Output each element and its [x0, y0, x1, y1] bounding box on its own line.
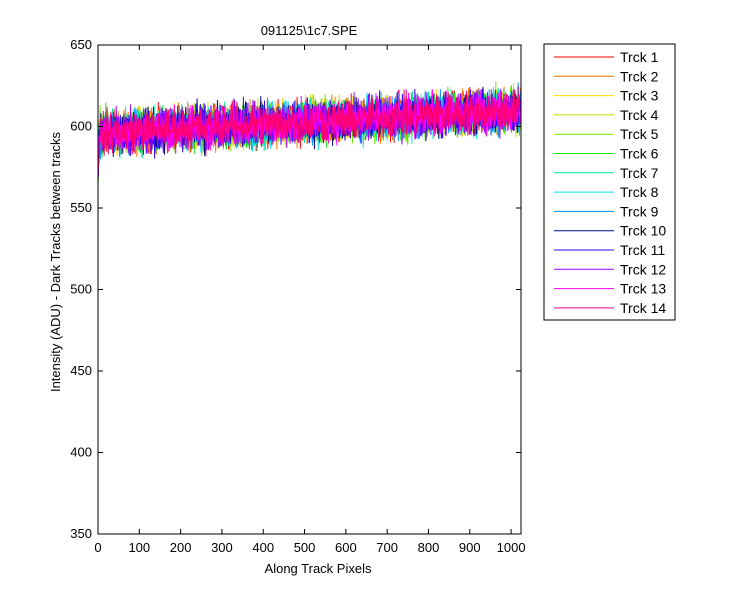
legend-label-trck-12: Trck 12 — [620, 261, 666, 277]
legend-box — [543, 43, 676, 321]
y-tick-label: 550 — [70, 200, 92, 215]
legend-label-trck-3: Trck 3 — [620, 88, 659, 104]
y-tick-label: 350 — [70, 526, 92, 541]
y-tick-label: 600 — [70, 119, 92, 134]
x-tick-label: 700 — [376, 540, 398, 555]
x-axis-label: Along Track Pixels — [265, 561, 372, 576]
x-tick-label: 900 — [459, 540, 481, 555]
legend-label-trck-11: Trck 11 — [620, 242, 665, 258]
legend-label-trck-13: Trck 13 — [620, 281, 666, 297]
y-axis-ticks: 350 400 450 500 550 600 650 — [70, 37, 521, 541]
x-tick-label: 100 — [128, 540, 150, 555]
x-tick-label: 500 — [294, 540, 316, 555]
x-tick-label: 600 — [335, 540, 357, 555]
data-lines — [97, 81, 522, 186]
legend: Trck 1 Trck 2 Trck 3 Trck 4 Trck 5 Trck 6 Trck… — [543, 43, 676, 321]
y-tick-label: 450 — [70, 363, 92, 378]
legend-label-trck-14: Trck 14 — [620, 300, 666, 316]
legend-label-trck-9: Trck 9 — [620, 203, 659, 219]
y-tick-label: 650 — [70, 37, 92, 52]
series-line-trck-14 — [97, 89, 521, 169]
x-tick-label: 300 — [211, 540, 233, 555]
y-tick-label: 500 — [70, 282, 92, 297]
legend-label-trck-1: Trck 1 — [620, 49, 659, 65]
y-axis-label: Intensity (ADU) - Dark Tracks between tr… — [48, 131, 63, 392]
x-axis-ticks: 0 100 200 300 400 500 600 700 800 900 1000 — [94, 45, 526, 555]
y-tick-label: 400 — [70, 445, 92, 460]
legend-label-trck-8: Trck 8 — [620, 184, 659, 200]
legend-label-trck-4: Trck 4 — [620, 107, 659, 123]
legend-label-trck-2: Trck 2 — [620, 68, 659, 84]
x-tick-label: 800 — [418, 540, 440, 555]
legend-label-trck-10: Trck 10 — [620, 223, 666, 239]
x-tick-label: 400 — [252, 540, 274, 555]
x-tick-label: 0 — [94, 540, 101, 555]
x-tick-label: 200 — [170, 540, 192, 555]
chart-title: 091125\1c7.SPE — [261, 23, 358, 38]
legend-label-trck-7: Trck 7 — [620, 165, 659, 181]
legend-label-trck-5: Trck 5 — [620, 126, 659, 142]
legend-label-trck-6: Trck 6 — [620, 146, 659, 162]
x-tick-label: 1000 — [497, 540, 526, 555]
